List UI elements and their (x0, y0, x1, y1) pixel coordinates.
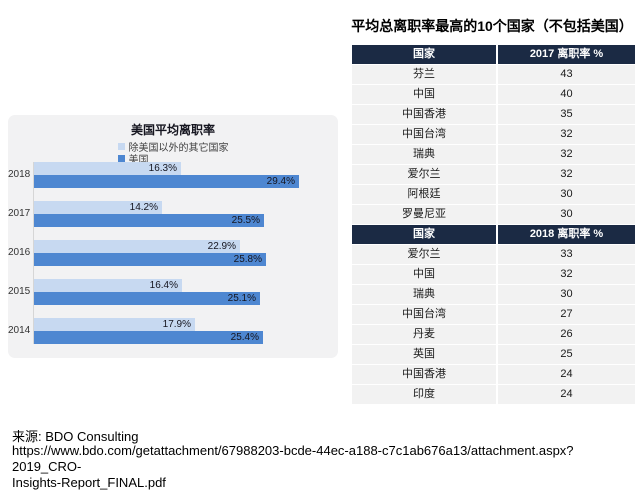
bar-group-2014: 2014 17.9% 25.4% (8, 318, 338, 344)
chart-legend: 除美国以外的其它国家 美国 (8, 140, 338, 167)
cell-rate: 32 (498, 125, 635, 144)
bar-us: 25.5% (34, 214, 264, 227)
header-rate: 2018 离职率 % (498, 225, 635, 244)
bar-us: 25.4% (34, 331, 263, 344)
header-country: 国家 (352, 225, 496, 244)
table-row: 丹麦 26 (352, 325, 635, 344)
bar-other-countries: 16.3% (34, 162, 181, 175)
bar-group-2016: 2016 22.9% 25.8% (8, 240, 338, 266)
source-url-line1: https://www.bdo.com/getattachment/679882… (12, 443, 574, 474)
bar-other-countries: 14.2% (34, 201, 162, 214)
cell-rate: 32 (498, 265, 635, 284)
cell-country: 英国 (352, 345, 496, 364)
cell-rate: 43 (498, 65, 635, 84)
bar-us: 29.4% (34, 175, 299, 188)
cell-rate: 27 (498, 305, 635, 324)
cell-rate: 30 (498, 205, 635, 224)
table-row: 爱尔兰 33 (352, 245, 635, 264)
cell-rate: 25 (498, 345, 635, 364)
cell-country: 中国 (352, 85, 496, 104)
cell-rate: 32 (498, 165, 635, 184)
cell-rate: 26 (498, 325, 635, 344)
cell-country: 中国台湾 (352, 125, 496, 144)
cell-country: 中国 (352, 265, 496, 284)
year-label: 2014 (8, 325, 31, 336)
cell-rate: 33 (498, 245, 635, 264)
table-row: 中国 40 (352, 85, 635, 104)
bar-other-countries: 17.9% (34, 318, 195, 331)
cell-country: 印度 (352, 385, 496, 404)
table-header-row-2017: 国家 2017 离职率 % (352, 45, 635, 64)
cell-country: 芬兰 (352, 65, 496, 84)
table-row: 罗曼尼亚 30 (352, 205, 635, 224)
source-url: https://www.bdo.com/getattachment/679882… (12, 443, 640, 491)
bar-group-2015: 2015 16.4% 25.1% (8, 279, 338, 305)
table-row: 瑞典 30 (352, 285, 635, 304)
chart-plot-area: 2018 16.3% 29.4% 2017 14.2% 25.5% 2016 22.9% 25.… (8, 162, 338, 344)
table-header-row-2018: 国家 2018 离职率 % (352, 225, 635, 244)
bar-other-countries: 22.9% (34, 240, 240, 253)
cell-country: 阿根廷 (352, 185, 496, 204)
cell-rate: 30 (498, 285, 635, 304)
bar-us: 25.8% (34, 253, 266, 266)
cell-country: 爱尔兰 (352, 245, 496, 264)
cell-country: 瑞典 (352, 285, 496, 304)
legend-swatch-icon (117, 142, 125, 150)
year-label: 2018 (8, 169, 31, 180)
table-row: 芬兰 43 (352, 65, 635, 84)
legend-label: 美国 (128, 154, 149, 166)
header-country: 国家 (352, 45, 496, 64)
year-label: 2016 (8, 247, 31, 258)
year-label: 2015 (8, 286, 31, 297)
cell-rate: 24 (498, 365, 635, 384)
legend-item-us: 美国 (117, 152, 229, 166)
cell-country: 中国香港 (352, 365, 496, 384)
cell-country: 瑞典 (352, 145, 496, 164)
bar-group-2017: 2017 14.2% 25.5% (8, 201, 338, 227)
table-row: 英国 25 (352, 345, 635, 364)
cell-country: 丹麦 (352, 325, 496, 344)
table-row: 印度 24 (352, 385, 635, 404)
us-average-turnover-chart: 美国平均离职率 除美国以外的其它国家 美国 2018 16.3% 29.4% 2017 1… (8, 115, 338, 358)
top10-turnover-table: 国家 2017 离职率 % 芬兰 43 中国 40 中国香港 35 中国台湾 32 瑞典 32 爱尔兰 3… (352, 45, 635, 405)
cell-rate: 24 (498, 385, 635, 404)
table-title: 平均总离职率最高的10个国家（不包括美国） (351, 18, 633, 34)
legend-swatch-icon (117, 154, 125, 162)
table-row: 中国 32 (352, 265, 635, 284)
table-row: 爱尔兰 32 (352, 165, 635, 184)
bar-us: 25.1% (34, 292, 260, 305)
table-row: 中国台湾 27 (352, 305, 635, 324)
source-url-line2: Insights-Report_FINAL.pdf (12, 475, 166, 490)
table-row: 中国香港 24 (352, 365, 635, 384)
cell-country: 罗曼尼亚 (352, 205, 496, 224)
table-row: 中国台湾 32 (352, 125, 635, 144)
cell-country: 中国台湾 (352, 305, 496, 324)
chart-title: 美国平均离职率 (130, 123, 215, 137)
cell-country: 爱尔兰 (352, 165, 496, 184)
cell-rate: 40 (498, 85, 635, 104)
cell-country: 中国香港 (352, 105, 496, 124)
bar-group-2018: 2018 16.3% 29.4% (8, 162, 338, 188)
header-rate: 2017 离职率 % (498, 45, 635, 64)
legend-label: 除美国以外的其它国家 (128, 142, 229, 154)
y-axis-line (33, 162, 34, 344)
year-label: 2017 (8, 208, 31, 219)
cell-rate: 35 (498, 105, 635, 124)
table-row: 瑞典 32 (352, 145, 635, 164)
table-row: 阿根廷 30 (352, 185, 635, 204)
table-row: 中国香港 35 (352, 105, 635, 124)
legend-item-other-countries: 除美国以外的其它国家 (117, 140, 229, 154)
bar-other-countries: 16.4% (34, 279, 182, 292)
cell-rate: 32 (498, 145, 635, 164)
source-label: 来源: BDO Consulting (12, 429, 139, 444)
cell-rate: 30 (498, 185, 635, 204)
